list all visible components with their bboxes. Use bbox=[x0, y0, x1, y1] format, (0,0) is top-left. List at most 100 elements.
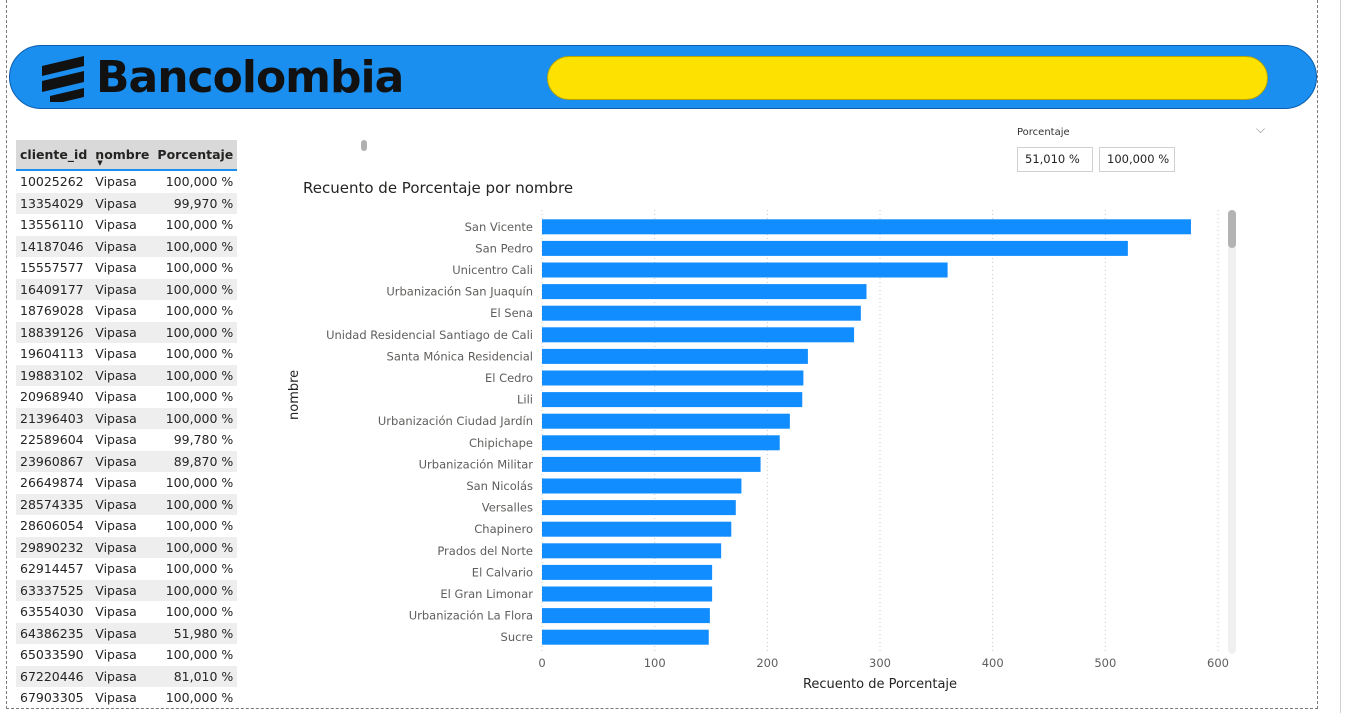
table-row[interactable]: 67220446 Vipasa 81,010 % bbox=[16, 665, 238, 687]
bar[interactable] bbox=[542, 608, 710, 624]
header-yellow-bar bbox=[547, 56, 1268, 100]
cell-nombre: Vipasa bbox=[91, 579, 154, 601]
table-row[interactable]: 22589604 Vipasa 99,780 % bbox=[16, 429, 237, 451]
bar[interactable] bbox=[542, 543, 722, 559]
table-row[interactable]: 21396403 Vipasa 100,000 % bbox=[16, 407, 238, 429]
table-row[interactable]: 19604113 Vipasa 100,000 % bbox=[16, 343, 237, 365]
bar[interactable] bbox=[542, 564, 713, 580]
x-axis-label: Recuento de Porcentaje bbox=[803, 677, 957, 692]
cell-porcentaje: 100,000 % bbox=[153, 407, 238, 429]
table-row[interactable]: 19883102 Vipasa 100,000 % bbox=[16, 364, 238, 386]
cell-cliente-id: 20968940 bbox=[20, 389, 84, 405]
table-row[interactable]: 63337525 Vipasa 100,000 % bbox=[16, 579, 238, 601]
chart-scrollbar-track[interactable] bbox=[1228, 210, 1236, 654]
y-tick-label: El Cedro bbox=[485, 371, 533, 385]
pane-divider bbox=[1340, 0, 1341, 713]
table-row[interactable]: 63554030 Vipasa 100,000 % bbox=[16, 601, 237, 623]
slicer-max-input[interactable]: 100,000 % bbox=[1099, 147, 1175, 172]
chevron-down-icon[interactable]: ⌵ bbox=[1256, 122, 1266, 136]
cell-porcentaje: 100,000 % bbox=[153, 493, 238, 515]
cell-nombre: Vipasa bbox=[95, 561, 137, 577]
y-tick-label: San Nicolás bbox=[466, 479, 533, 493]
y-tick-label: El Sena bbox=[490, 306, 533, 320]
cell-nombre: Vipasa bbox=[95, 217, 137, 233]
table-row[interactable]: 67903305 Vipasa 100,000 % bbox=[16, 687, 237, 709]
cell-nombre: Vipasa bbox=[95, 260, 137, 276]
x-tick-label: 600 bbox=[1207, 656, 1229, 670]
table-row[interactable]: 14187046 Vipasa 100,000 % bbox=[16, 235, 238, 257]
bar[interactable] bbox=[542, 500, 736, 516]
bar[interactable] bbox=[542, 521, 732, 537]
cell-cliente-id: 16409177 bbox=[16, 278, 92, 300]
header-cliente-id[interactable]: cliente_id bbox=[16, 140, 92, 171]
cell-porcentaje: 51,980 % bbox=[153, 622, 238, 644]
table-row[interactable]: 64386235 Vipasa 51,980 % bbox=[16, 622, 238, 644]
y-tick-label: Santa Mónica Residencial bbox=[387, 349, 533, 363]
y-tick-label: Unidad Residencial Santiago de Cali bbox=[326, 328, 533, 342]
bar[interactable] bbox=[542, 478, 742, 494]
cell-cliente-id: 13354029 bbox=[16, 192, 92, 214]
table-row[interactable]: 10025262 Vipasa 100,000 % bbox=[16, 170, 237, 193]
cell-cliente-id: 64386235 bbox=[16, 622, 92, 644]
bar[interactable] bbox=[542, 262, 948, 278]
table-row[interactable]: 62914457 Vipasa 100,000 % bbox=[16, 558, 237, 580]
table-row[interactable]: 13556110 Vipasa 100,000 % bbox=[16, 214, 237, 236]
bar[interactable] bbox=[542, 629, 709, 645]
bar[interactable] bbox=[542, 305, 861, 321]
bar[interactable] bbox=[542, 327, 855, 343]
cell-porcentaje: 99,780 % bbox=[173, 432, 234, 448]
bar[interactable] bbox=[542, 219, 1191, 235]
cell-cliente-id: 22589604 bbox=[20, 432, 84, 448]
cell-nombre: Vipasa bbox=[95, 432, 137, 448]
cell-porcentaje: 100,000 % bbox=[165, 389, 234, 405]
cell-porcentaje: 100,000 % bbox=[153, 579, 238, 601]
slicer-min-input[interactable]: 51,010 % bbox=[1017, 147, 1093, 172]
table-row[interactable]: 20968940 Vipasa 100,000 % bbox=[16, 386, 237, 408]
bancolombia-logo-icon bbox=[42, 56, 84, 102]
bar[interactable] bbox=[542, 240, 1128, 256]
resize-handle[interactable] bbox=[361, 140, 367, 151]
table-row[interactable]: 65033590 Vipasa 100,000 % bbox=[16, 644, 237, 666]
y-tick-label: Sucre bbox=[501, 630, 533, 644]
bar[interactable] bbox=[542, 456, 761, 472]
y-tick-label: Urbanización La Flora bbox=[409, 609, 533, 623]
cell-nombre: Vipasa bbox=[95, 604, 137, 620]
bar[interactable] bbox=[542, 586, 713, 602]
table-row[interactable]: 28606054 Vipasa 100,000 % bbox=[16, 515, 237, 537]
cell-cliente-id: 63554030 bbox=[20, 604, 84, 620]
table-row[interactable]: 26649874 Vipasa 100,000 % bbox=[16, 472, 237, 494]
cell-porcentaje: 81,010 % bbox=[153, 665, 238, 687]
table-row[interactable]: 15557577 Vipasa 100,000 % bbox=[16, 257, 237, 279]
y-tick-label: Urbanización Militar bbox=[419, 457, 534, 471]
cell-porcentaje: 100,000 % bbox=[165, 475, 234, 491]
table-row[interactable]: 23960867 Vipasa 89,870 % bbox=[16, 450, 238, 472]
table-row[interactable]: 13354029 Vipasa 99,970 % bbox=[16, 192, 238, 214]
y-tick-label: Unicentro Cali bbox=[452, 263, 533, 277]
cell-cliente-id: 14187046 bbox=[16, 235, 92, 257]
cell-nombre: Vipasa bbox=[95, 647, 137, 663]
table-row[interactable]: 29890232 Vipasa 100,000 % bbox=[16, 536, 238, 558]
bar[interactable] bbox=[542, 435, 780, 451]
y-tick-label: Chapinero bbox=[474, 522, 533, 536]
bar[interactable] bbox=[542, 413, 790, 429]
cell-cliente-id: 15557577 bbox=[20, 260, 84, 276]
cell-porcentaje: 100,000 % bbox=[153, 321, 238, 343]
cell-cliente-id: 10025262 bbox=[20, 174, 84, 190]
y-tick-label: Prados del Norte bbox=[437, 544, 533, 558]
table-row[interactable]: 18839126 Vipasa 100,000 % bbox=[16, 321, 238, 343]
bar[interactable] bbox=[542, 370, 804, 386]
table-row[interactable]: 28574335 Vipasa 100,000 % bbox=[16, 493, 238, 515]
table-row[interactable]: 18769028 Vipasa 100,000 % bbox=[16, 300, 237, 322]
y-tick-label: Lili bbox=[517, 393, 533, 407]
header-porcentaje[interactable]: Porcentaje bbox=[153, 140, 238, 171]
bar[interactable] bbox=[542, 348, 808, 364]
cell-nombre: Vipasa bbox=[91, 235, 154, 257]
bar[interactable] bbox=[542, 392, 803, 408]
chart-scrollbar-thumb[interactable] bbox=[1228, 210, 1236, 248]
header-nombre[interactable]: nombre ▼ bbox=[91, 140, 154, 171]
cell-cliente-id: 29890232 bbox=[16, 536, 92, 558]
cell-nombre: Vipasa bbox=[95, 475, 137, 491]
table-row[interactable]: 16409177 Vipasa 100,000 % bbox=[16, 278, 238, 300]
bar[interactable] bbox=[542, 284, 867, 300]
cell-cliente-id: 26649874 bbox=[20, 475, 84, 491]
